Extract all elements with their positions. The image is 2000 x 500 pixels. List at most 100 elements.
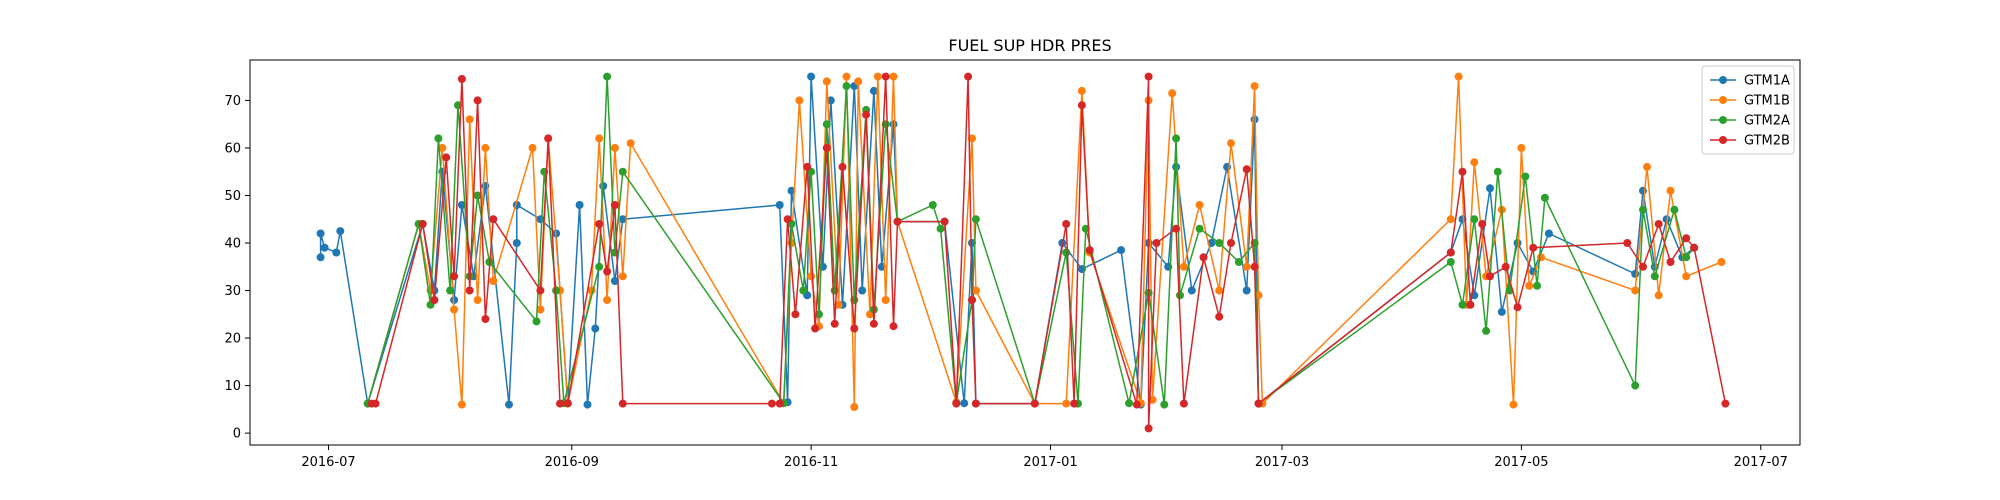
legend-label: GTM1A <box>1744 74 1790 89</box>
data-point <box>1030 399 1039 408</box>
data-point <box>850 403 859 411</box>
data-point <box>1195 201 1204 209</box>
data-point <box>1062 399 1071 408</box>
legend-box <box>1701 65 1795 155</box>
data-point <box>811 324 820 333</box>
data-point <box>830 319 839 328</box>
data-point <box>552 286 561 295</box>
data-point <box>1643 162 1651 171</box>
data-point <box>893 217 902 226</box>
data-point <box>454 101 462 110</box>
data-point <box>418 220 427 228</box>
data-point <box>1215 286 1224 295</box>
data-point <box>971 215 980 224</box>
plot-area <box>316 72 1730 433</box>
data-point <box>838 162 847 171</box>
data-point <box>438 143 447 152</box>
data-point <box>960 399 969 408</box>
data-point <box>1540 193 1549 202</box>
data-point <box>1497 307 1506 316</box>
data-point <box>1501 262 1510 271</box>
x-axis: 2016-07 2016-09 2016-11 2017-01 2017-03 2017-… <box>301 445 1788 470</box>
data-point <box>964 72 973 81</box>
data-point <box>1537 253 1545 262</box>
data-point <box>512 239 521 247</box>
data-point <box>1187 286 1196 295</box>
data-point <box>591 324 600 333</box>
data-point <box>610 201 619 209</box>
y-tick-label: 30 <box>224 284 241 299</box>
data-point <box>1631 286 1640 295</box>
data-point <box>505 400 513 409</box>
data-point <box>1650 272 1659 281</box>
data-point <box>1521 172 1530 181</box>
legend-label: GTM2A <box>1744 114 1790 129</box>
data-point <box>1179 399 1188 408</box>
data-point <box>1199 253 1208 262</box>
y-tick-label: 20 <box>224 332 241 347</box>
data-point <box>834 300 843 309</box>
data-point <box>1144 72 1153 81</box>
data-point <box>1215 239 1224 247</box>
legend-item-GTM2A: GTM2A <box>1710 114 1790 129</box>
data-point <box>1666 186 1675 195</box>
series-GTM2A <box>363 72 1699 409</box>
data-point <box>450 305 459 314</box>
data-point <box>528 143 537 152</box>
data-point <box>1160 400 1169 409</box>
data-point <box>799 286 808 295</box>
data-point <box>1195 224 1204 233</box>
data-point <box>603 267 612 276</box>
legend-item-GTM1B: GTM1B <box>1710 94 1790 109</box>
data-point <box>532 317 541 326</box>
data-point <box>556 399 564 408</box>
data-point <box>1250 262 1259 271</box>
data-point <box>473 296 482 304</box>
data-point <box>1486 184 1494 193</box>
data-point <box>618 399 627 408</box>
data-point <box>1525 281 1534 290</box>
data-point <box>1242 262 1251 271</box>
data-point <box>850 324 859 333</box>
data-point <box>971 286 980 295</box>
data-point <box>336 227 345 236</box>
data-point <box>481 143 490 152</box>
legend: GTM1A GTM1B GTM2A GTM2B <box>1701 65 1795 155</box>
data-point <box>332 248 341 257</box>
legend-item-GTM2B: GTM2B <box>1710 134 1790 149</box>
data-point <box>1234 258 1243 266</box>
data-point <box>1077 86 1086 95</box>
data-point <box>465 115 474 124</box>
data-point <box>1513 303 1522 312</box>
data-point <box>1070 399 1079 408</box>
series-line-GTM2A <box>366 76 1695 407</box>
data-point <box>457 75 466 83</box>
data-point <box>1533 281 1542 290</box>
data-point <box>1077 101 1086 110</box>
x-tick-label: 2017-03 <box>1255 455 1309 470</box>
chart-title: FUEL SUP HDR PRES <box>948 36 1111 55</box>
data-point <box>928 201 937 209</box>
data-point <box>563 399 572 408</box>
data-point <box>1227 139 1235 148</box>
data-point <box>434 134 443 143</box>
data-point <box>822 143 831 152</box>
data-point <box>371 399 380 408</box>
data-point <box>842 72 851 81</box>
data-point <box>1670 205 1679 214</box>
data-point <box>457 400 466 409</box>
data-point <box>536 286 545 295</box>
data-point <box>803 162 812 171</box>
data-point <box>862 110 871 119</box>
data-point <box>1446 248 1455 257</box>
series-GTM2B <box>367 72 1730 433</box>
data-point <box>869 319 878 328</box>
data-point <box>1466 300 1475 309</box>
data-point <box>1623 239 1632 247</box>
data-point <box>1062 248 1071 257</box>
data-point <box>446 286 455 295</box>
data-point <box>457 201 466 209</box>
data-point <box>1493 167 1502 176</box>
legend-label: GTM2B <box>1744 134 1790 149</box>
